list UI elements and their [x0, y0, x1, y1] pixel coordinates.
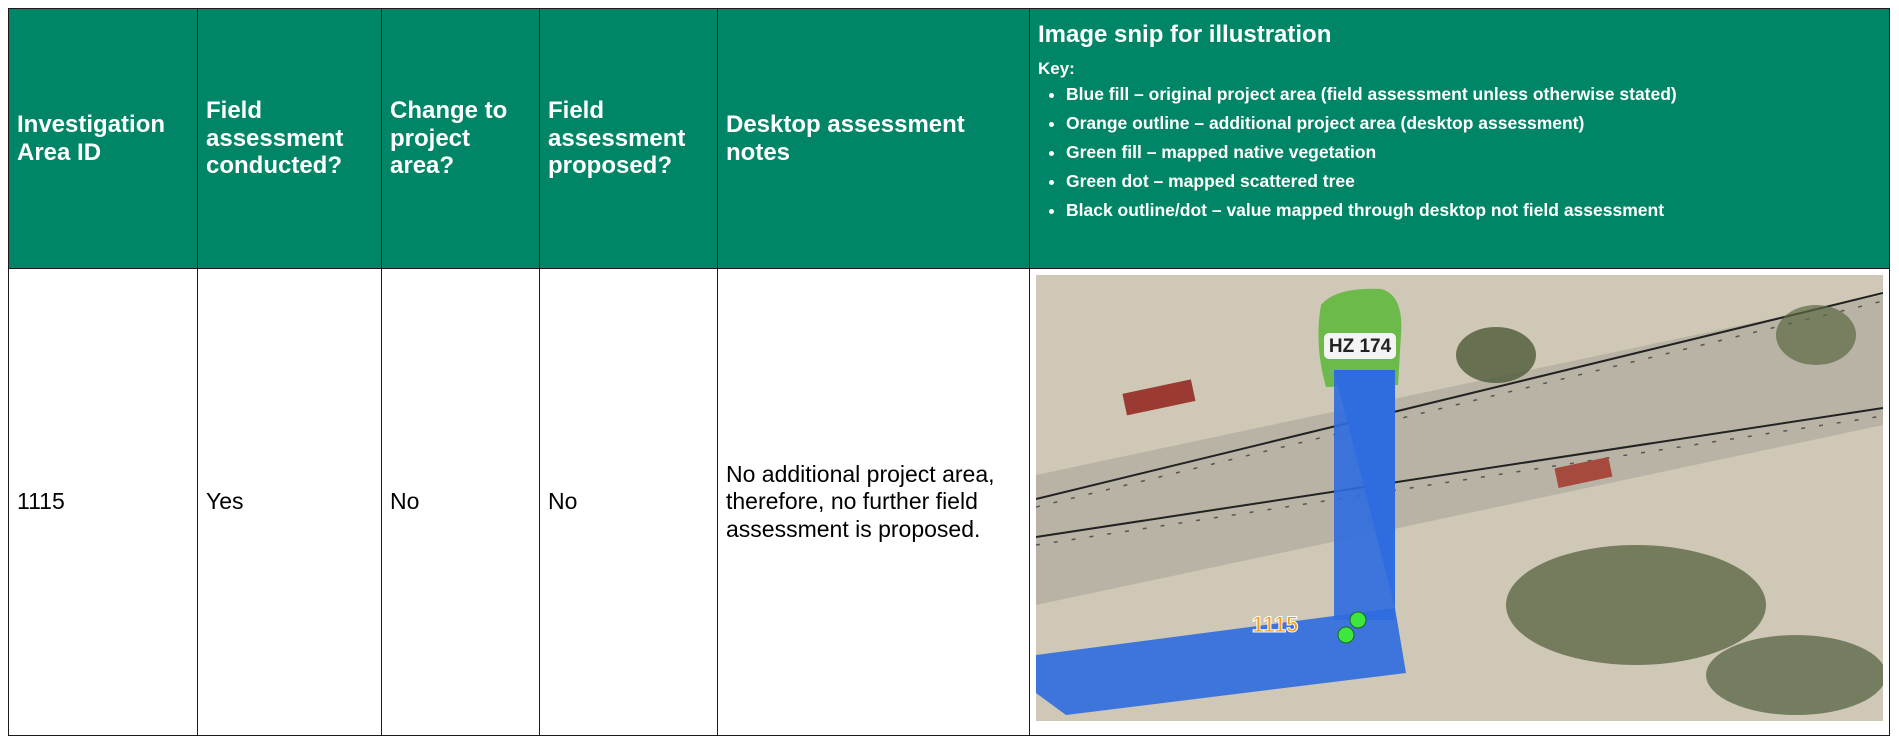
- key-item: Green fill – mapped native vegetation: [1066, 142, 1881, 163]
- key-label: Key:: [1038, 58, 1075, 78]
- tree-canopy: [1706, 635, 1886, 715]
- scattered-tree: [1349, 611, 1367, 629]
- rail-corridor: [1036, 295, 1883, 605]
- map-label: 1115: [1252, 612, 1299, 637]
- key-list: Blue fill – original project area (field…: [1038, 84, 1881, 221]
- column-header: Investigation Area ID: [8, 8, 198, 269]
- rail-line: [1035, 407, 1884, 538]
- cell: No additional project area, therefore, n…: [717, 268, 1030, 736]
- map-label: HZ 174: [1329, 336, 1392, 357]
- project-area: [1036, 370, 1406, 715]
- image-cell: HZ 174 1115: [1029, 268, 1890, 736]
- tree-canopy: [1776, 305, 1856, 365]
- image-column-header: Image snip for illustration Key: Blue fi…: [1029, 8, 1890, 269]
- key-item: Orange outline – additional project area…: [1066, 113, 1881, 134]
- column-header: Change to project area?: [381, 8, 540, 269]
- cell: 1115: [8, 268, 198, 736]
- rail-line: [1035, 292, 1884, 500]
- column-header: Field assessment conducted?: [197, 8, 382, 269]
- key-item: Blue fill – original project area (field…: [1066, 84, 1881, 105]
- header-row: Investigation Area ID Field assessment c…: [8, 8, 1890, 269]
- cell: No: [381, 268, 540, 736]
- column-header: Field assessment proposed?: [539, 8, 718, 269]
- building: [1122, 379, 1196, 416]
- cell: Yes: [197, 268, 382, 736]
- key-item: Black outline/dot – value mapped through…: [1066, 200, 1881, 221]
- page: Investigation Area ID Field assessment c…: [0, 0, 1899, 721]
- map-snip: HZ 174 1115: [1035, 275, 1886, 721]
- image-title: Image snip for illustration: [1038, 21, 1332, 48]
- tree-canopy: [1456, 327, 1536, 383]
- rail-line: [1035, 300, 1884, 508]
- label-box: [1324, 333, 1396, 359]
- project-area: [1334, 370, 1395, 620]
- scattered-tree: [1337, 626, 1355, 644]
- tree-canopy: [1506, 545, 1766, 665]
- cell: No: [539, 268, 718, 736]
- column-header: Desktop assessment notes: [717, 8, 1030, 269]
- assessment-table: Investigation Area ID Field assessment c…: [8, 8, 1890, 736]
- key-item: Green dot – mapped scattered tree: [1066, 171, 1881, 192]
- data-row: 1115 Yes No No No additional project are…: [8, 268, 1890, 736]
- building: [1554, 456, 1613, 488]
